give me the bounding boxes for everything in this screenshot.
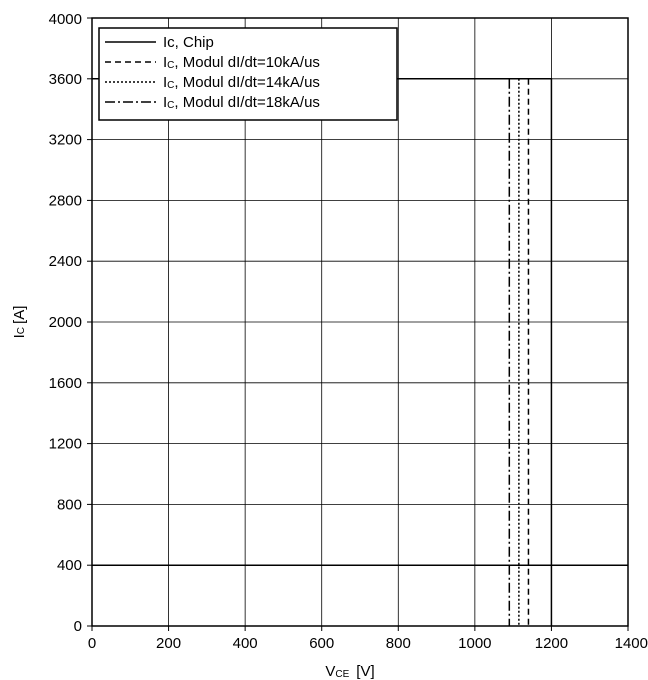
series-layer [92,78,628,626]
y-tick-label: 2400 [49,253,82,270]
legend-entry-rest: , Modul dI/dt=18kA/us [174,94,320,111]
legend-entry-main: I [163,74,167,91]
y-axis-label-main: I [11,334,28,338]
x-tick-label: 0 [88,635,96,652]
x-tick-labels: 0 200 400 600 800 1000 1200 1400 [88,626,648,652]
y-tick-label: 1600 [49,375,82,392]
y-tick-label: 3600 [49,71,82,88]
y-axis-label-sub: C [16,327,27,334]
legend-entry-sub: C [167,60,174,71]
legend-entry-main: I [163,54,167,71]
legend-entry-1: Ic, Chip [163,34,214,51]
x-tick-label: 1400 [615,635,648,652]
legend-entry-3: IC, Modul dI/dt=14kA/us [163,74,320,91]
y-axis-label-unit: [A] [11,306,28,324]
x-tick-label: 600 [309,635,334,652]
legend-entry-main: I [163,94,167,111]
legend-entry-rest: , Modul dI/dt=10kA/us [174,54,320,71]
x-tick-label: 200 [156,635,181,652]
y-tick-label: 800 [57,496,82,513]
legend-entry-sub: C [167,100,174,111]
x-tick-label: 400 [233,635,258,652]
y-tick-label: 2000 [49,314,82,331]
legend-entry-4: IC, Modul dI/dt=18kA/us [163,94,320,111]
x-tick-label: 1200 [535,635,568,652]
y-tick-label: 0 [74,618,82,635]
legend-entry-2: IC, Modul dI/dt=10kA/us [163,54,320,71]
x-tick-label: 1000 [458,635,491,652]
legend-entry-rest: , Modul dI/dt=14kA/us [174,74,320,91]
legend-entry-main: Ic, Chip [163,34,214,51]
y-tick-labels: 0 400 800 1200 1600 2000 2400 2800 3200 3600 4000 [49,11,92,635]
x-axis-label-sub: CE [335,669,349,680]
y-tick-label: 1200 [49,436,82,453]
y-tick-label: 2800 [49,192,82,209]
y-tick-label: 4000 [49,11,82,28]
legend-entry-sub: C [167,80,174,91]
y-tick-label: 400 [57,557,82,574]
x-axis-label-unit: [V] [356,663,374,680]
legend-box [98,27,398,121]
x-axis-label: VCE [V] [325,663,374,680]
x-axis-label-main: V [325,663,335,680]
y-tick-label: 3200 [49,132,82,149]
y-axis-label: IC [A] [11,306,28,339]
x-tick-label: 800 [386,635,411,652]
